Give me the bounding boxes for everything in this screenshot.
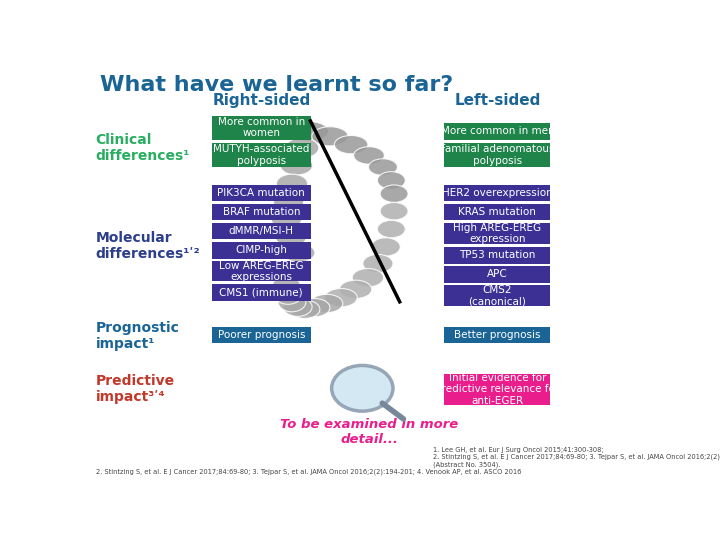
- Text: More common in
women: More common in women: [217, 117, 305, 138]
- Ellipse shape: [380, 185, 408, 202]
- Text: Molecular
differences¹ʹ²: Molecular differences¹ʹ²: [96, 231, 200, 261]
- Ellipse shape: [274, 193, 304, 211]
- Text: APC: APC: [487, 269, 508, 279]
- Text: Predictive
impact³ʹ⁴: Predictive impact³ʹ⁴: [96, 374, 175, 404]
- Ellipse shape: [339, 280, 372, 299]
- Text: Prognostic
impact¹: Prognostic impact¹: [96, 321, 179, 351]
- Ellipse shape: [287, 122, 328, 141]
- FancyBboxPatch shape: [212, 284, 311, 301]
- FancyBboxPatch shape: [444, 143, 550, 167]
- FancyBboxPatch shape: [212, 327, 311, 343]
- FancyBboxPatch shape: [212, 223, 311, 239]
- FancyBboxPatch shape: [444, 204, 550, 220]
- Text: Low AREG-EREG
expressions: Low AREG-EREG expressions: [219, 261, 304, 282]
- Ellipse shape: [352, 268, 384, 287]
- Ellipse shape: [282, 244, 315, 262]
- Ellipse shape: [312, 127, 348, 146]
- FancyBboxPatch shape: [444, 185, 550, 201]
- Ellipse shape: [280, 156, 312, 175]
- Text: 1. Lee GH, et al. Eur J Surg Oncol 2015;41:300-308;
2. Stintzing S, et al. E J C: 1. Lee GH, et al. Eur J Surg Oncol 2015;…: [433, 447, 720, 468]
- Ellipse shape: [334, 136, 368, 154]
- Ellipse shape: [354, 147, 384, 164]
- FancyBboxPatch shape: [212, 185, 311, 201]
- Text: HER2 overexpression: HER2 overexpression: [442, 188, 553, 198]
- Text: PIK3CA mutation: PIK3CA mutation: [217, 188, 305, 198]
- FancyBboxPatch shape: [444, 123, 550, 140]
- FancyBboxPatch shape: [444, 327, 550, 343]
- Text: Right-sided: Right-sided: [212, 93, 310, 107]
- FancyBboxPatch shape: [212, 242, 311, 259]
- FancyBboxPatch shape: [212, 204, 311, 220]
- Text: dMMR/MSI-H: dMMR/MSI-H: [229, 226, 294, 236]
- FancyBboxPatch shape: [212, 116, 311, 140]
- Text: MUTYH-associated
polyposis: MUTYH-associated polyposis: [213, 144, 310, 166]
- Text: Better prognosis: Better prognosis: [454, 330, 541, 340]
- Ellipse shape: [380, 202, 408, 220]
- Text: Poorer prognosis: Poorer prognosis: [217, 330, 305, 340]
- Text: CMS2
(canonical): CMS2 (canonical): [469, 285, 526, 306]
- Ellipse shape: [272, 276, 300, 296]
- Text: CIMP-high: CIMP-high: [235, 245, 287, 255]
- Text: 2. Stintzing S, et al. E J Cancer 2017;84:69-80; 3. Tejpar S, et al. JAMA Oncol : 2. Stintzing S, et al. E J Cancer 2017;8…: [96, 468, 521, 475]
- FancyBboxPatch shape: [444, 285, 550, 306]
- Ellipse shape: [377, 220, 405, 238]
- Circle shape: [332, 366, 393, 411]
- FancyBboxPatch shape: [444, 374, 550, 405]
- Ellipse shape: [369, 159, 397, 176]
- Text: Left-sided: Left-sided: [454, 93, 541, 107]
- Ellipse shape: [372, 238, 400, 256]
- Ellipse shape: [271, 210, 302, 228]
- Text: TP53 mutation: TP53 mutation: [459, 250, 536, 260]
- Ellipse shape: [325, 288, 357, 307]
- Text: What have we learnt so far?: What have we learnt so far?: [100, 75, 454, 95]
- FancyBboxPatch shape: [444, 266, 550, 282]
- Text: To be examined in more
detail...: To be examined in more detail...: [280, 417, 458, 446]
- FancyBboxPatch shape: [444, 223, 550, 245]
- FancyBboxPatch shape: [212, 143, 311, 167]
- Ellipse shape: [299, 299, 330, 317]
- Text: High AREG-EREG
expression: High AREG-EREG expression: [454, 223, 541, 244]
- Text: CMS1 (immune): CMS1 (immune): [220, 287, 303, 297]
- Text: BRAF mutation: BRAF mutation: [222, 207, 300, 217]
- Ellipse shape: [275, 228, 307, 246]
- Ellipse shape: [289, 300, 320, 319]
- Text: Initial evidence for
predictive relevance for
anti-EGER: Initial evidence for predictive relevanc…: [435, 373, 559, 406]
- FancyBboxPatch shape: [212, 261, 311, 281]
- Ellipse shape: [285, 138, 319, 158]
- Text: Clinical
differences¹: Clinical differences¹: [96, 133, 190, 163]
- Ellipse shape: [276, 174, 307, 193]
- Ellipse shape: [310, 294, 343, 313]
- Ellipse shape: [283, 297, 312, 316]
- Text: KRAS mutation: KRAS mutation: [459, 207, 536, 217]
- Ellipse shape: [363, 254, 393, 273]
- Ellipse shape: [377, 172, 405, 189]
- Ellipse shape: [274, 285, 302, 305]
- Text: Familial adenomatous
polyposis: Familial adenomatous polyposis: [440, 144, 554, 166]
- Text: More common in men: More common in men: [441, 126, 554, 136]
- Ellipse shape: [278, 292, 306, 312]
- FancyBboxPatch shape: [444, 247, 550, 264]
